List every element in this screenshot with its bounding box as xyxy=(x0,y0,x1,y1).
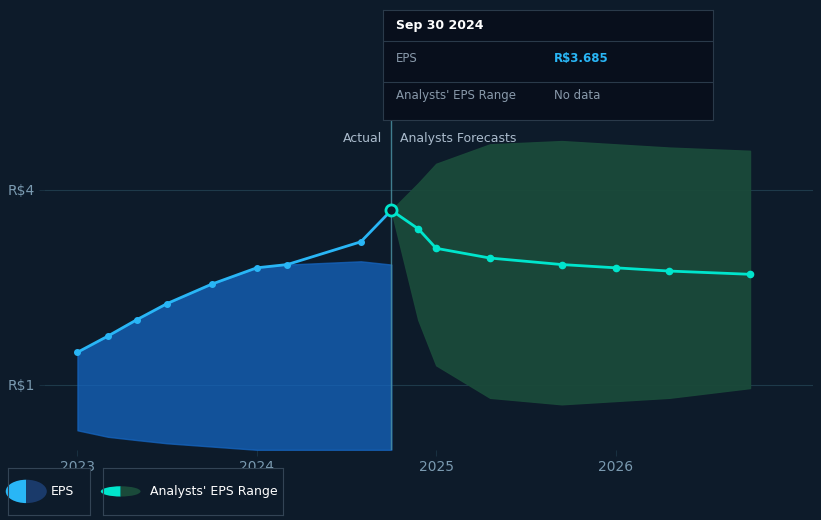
Text: No data: No data xyxy=(554,89,601,102)
Text: Sep 30 2024: Sep 30 2024 xyxy=(396,19,484,32)
Wedge shape xyxy=(6,479,26,503)
Wedge shape xyxy=(101,486,121,497)
Text: EPS: EPS xyxy=(396,52,418,65)
Text: Analysts' EPS Range: Analysts' EPS Range xyxy=(396,89,516,102)
Wedge shape xyxy=(121,486,140,497)
Text: Actual: Actual xyxy=(343,132,383,145)
Text: Analysts' EPS Range: Analysts' EPS Range xyxy=(149,485,277,498)
Text: Analysts Forecasts: Analysts Forecasts xyxy=(401,132,516,145)
Text: R$3.685: R$3.685 xyxy=(554,52,609,65)
Text: EPS: EPS xyxy=(51,485,74,498)
Wedge shape xyxy=(26,479,47,503)
